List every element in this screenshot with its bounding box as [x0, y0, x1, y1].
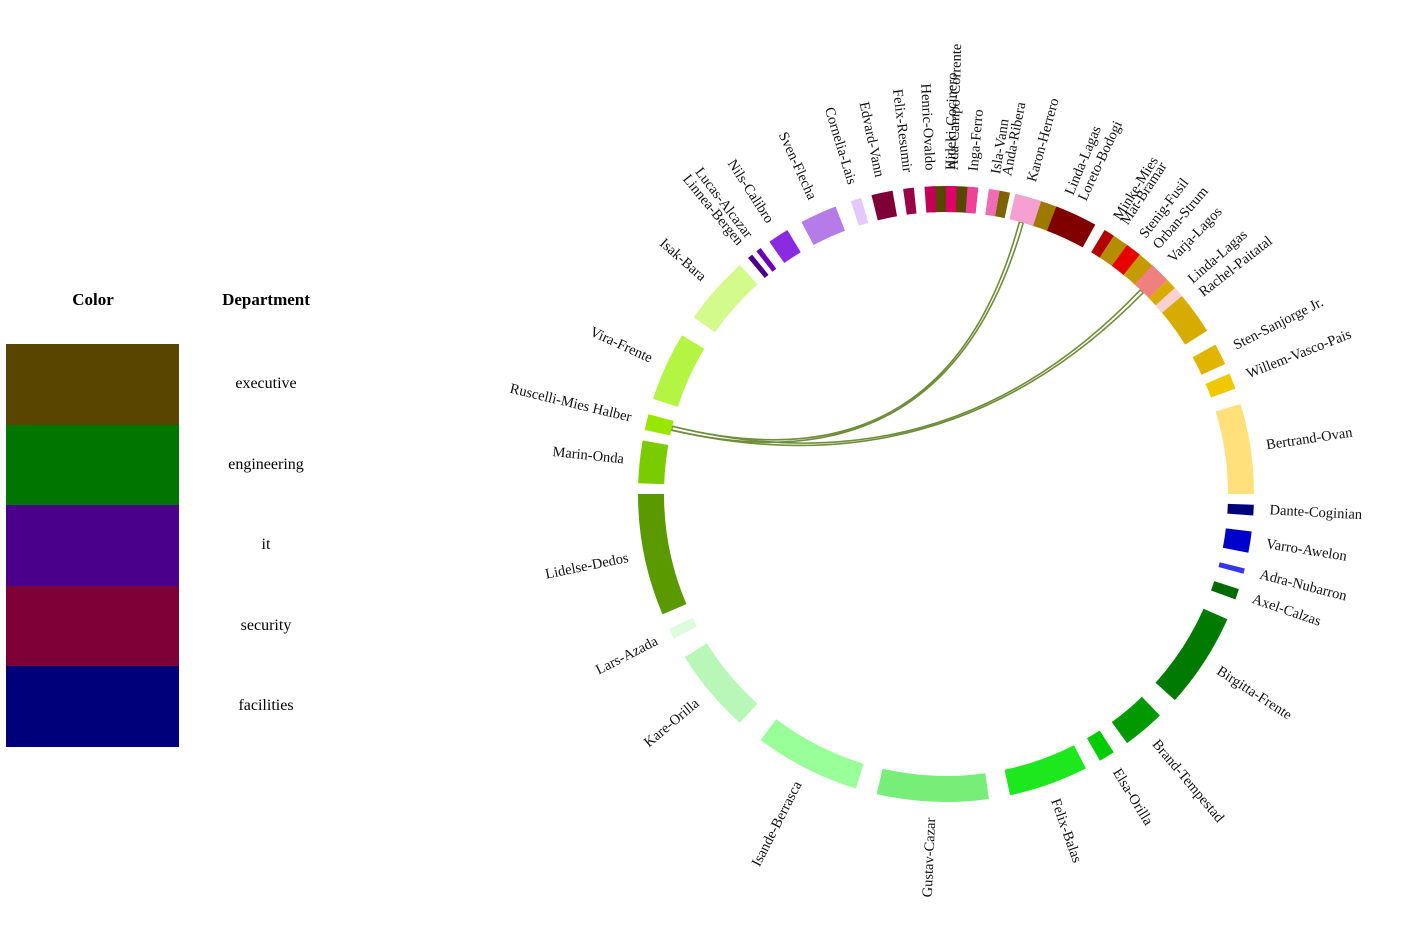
chord-arc — [669, 617, 698, 639]
legend-row-engineering: engineering — [6, 424, 346, 505]
legend-swatch — [6, 505, 179, 586]
chord-node-label: Kare-Orilla — [641, 695, 703, 751]
chord-node-label: Ada-Campo-Corrente — [946, 43, 965, 170]
chord-arc — [1111, 696, 1160, 744]
legend-swatch — [6, 344, 179, 425]
chord-arc — [1155, 287, 1182, 313]
chord-arc — [1091, 229, 1114, 258]
chord-arc — [994, 190, 1011, 219]
chord-arc — [1004, 745, 1086, 796]
chord-link — [670, 220, 1025, 443]
chord-arc — [1222, 528, 1252, 553]
chord-arc — [1227, 503, 1254, 516]
chord-arc — [756, 248, 777, 272]
chord-arc — [1009, 193, 1042, 226]
chord-arc — [1155, 608, 1228, 701]
chord-node-label: Felix-Resumir — [889, 88, 915, 173]
chord-node-label: Birgitta-Frente — [1214, 663, 1295, 723]
chord-arc — [1210, 581, 1239, 600]
chord-node-label: Henric-Ovaldo — [917, 83, 938, 171]
legend-color-header: Color — [72, 290, 114, 309]
legend-swatch — [6, 424, 179, 505]
chord-arc — [1205, 373, 1236, 398]
chord-arc — [876, 768, 989, 802]
legend-department-header: Department — [222, 290, 310, 309]
chord-arc — [769, 229, 801, 263]
chord-link — [670, 288, 1145, 447]
chord-node-label: Edvard-Vann — [856, 100, 888, 179]
chord-node-label: Vira-Frente — [587, 324, 654, 366]
chord-links — [670, 220, 1145, 447]
chord-node-label: Karon-Herrero — [1024, 96, 1062, 183]
chord-arc — [850, 197, 869, 226]
chord-arc — [965, 186, 979, 214]
chord-arc — [985, 188, 1000, 217]
chord-arc — [1134, 265, 1168, 299]
chord-arc — [653, 335, 705, 407]
chord-arc — [1047, 206, 1096, 248]
chord-arc — [1215, 403, 1254, 494]
chord-arc — [1111, 244, 1140, 275]
chord-node-label: Bertrand-Ovan — [1265, 425, 1354, 454]
legend-row-facilities: facilities — [6, 666, 346, 747]
legend-row-executive: executive — [6, 344, 346, 425]
legend-label: facilities — [238, 697, 294, 715]
chord-node-label: Isande-Berrasca — [749, 778, 806, 869]
chord-node-label: Cornelia-Lais — [821, 105, 860, 186]
legend-label: it — [261, 536, 271, 554]
chord-arc — [903, 187, 917, 215]
chord-arc — [748, 254, 769, 278]
chord-arc — [684, 643, 758, 723]
chord-arc — [760, 719, 864, 789]
chord-node-label: Marin-Onda — [552, 444, 626, 467]
chord-arc — [924, 186, 937, 213]
legend-label: executive — [235, 375, 297, 393]
chord-node-label: Ruscelli-Mies Halber — [508, 381, 633, 426]
chord-node-label: Inga-Ferro — [966, 109, 987, 172]
chord-node-label: Felix-Balas — [1047, 797, 1085, 866]
legend-label: security — [240, 616, 292, 634]
chord-node-label: Elsa-Orilla — [1109, 766, 1156, 829]
chord-node-label: Brand-Tempestad — [1149, 737, 1228, 827]
chord-arc — [1218, 562, 1245, 574]
chord-node-label: Lidelse-Dedos — [544, 550, 630, 583]
legend-row-it: it — [6, 505, 346, 586]
chord-node-label: Lars-Azada — [593, 633, 661, 678]
chord-node-label: Hideki-Cocinero — [943, 72, 961, 170]
chord-arc — [644, 414, 674, 436]
legend-swatch — [6, 666, 179, 747]
chord-node-label: Isak-Bara — [656, 235, 709, 285]
chord-arc — [1148, 280, 1208, 345]
chord-arc — [1192, 344, 1226, 375]
chord-arc — [871, 190, 898, 221]
chord-node-label: Sven-Flecha — [775, 130, 820, 203]
chord-arc — [946, 186, 957, 213]
legend-row-security: security — [6, 585, 346, 666]
chord-arc — [638, 440, 669, 485]
chord-arc — [693, 265, 758, 333]
chord-node-label: Axel-Calzas — [1250, 591, 1323, 630]
chord-arc — [638, 494, 687, 615]
legend-label: engineering — [228, 455, 304, 473]
chord-node-label: Varro-Awelon — [1265, 536, 1349, 565]
chord-node-label: Dante-Coginian — [1269, 502, 1363, 523]
legend-swatch — [6, 585, 179, 666]
chord-arc — [801, 206, 845, 246]
chord-node-label: Gustav-Cazar — [920, 817, 939, 898]
chord-arc — [1087, 730, 1114, 761]
